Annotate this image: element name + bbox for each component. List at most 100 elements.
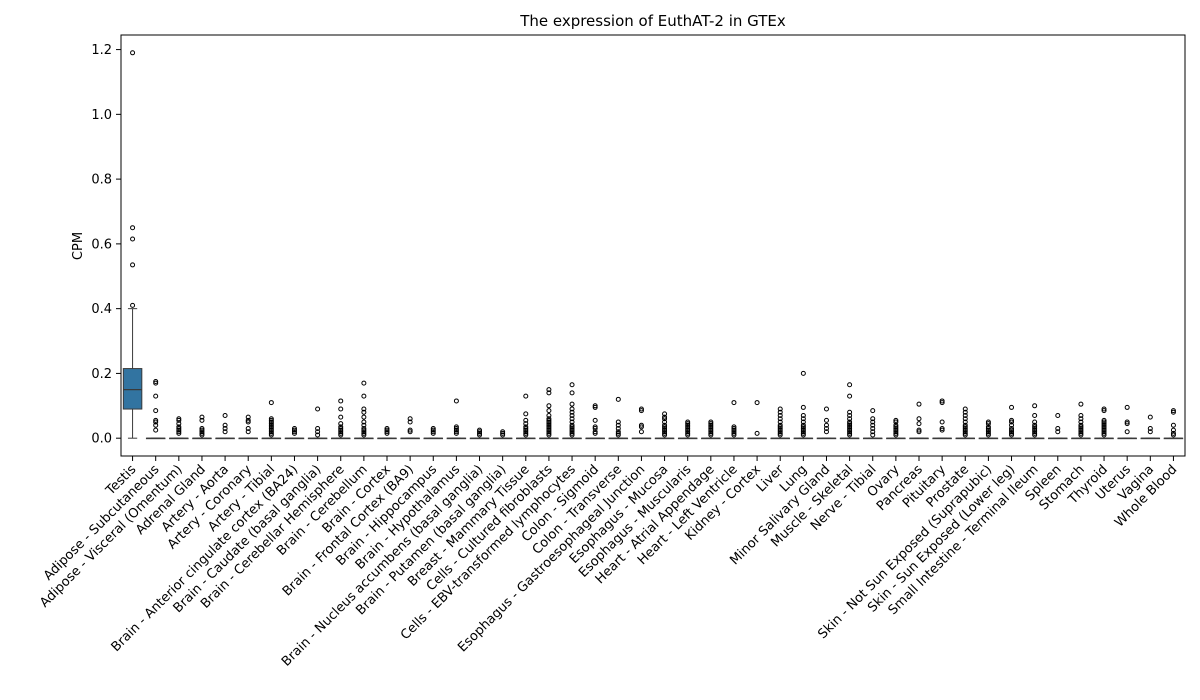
box-24 <box>677 419 698 440</box>
outlier-point <box>800 413 806 419</box>
outlier-point <box>291 425 297 431</box>
box-13 <box>423 425 444 440</box>
outlier-point <box>731 427 737 433</box>
outlier-point <box>731 432 737 438</box>
box-36 <box>955 406 976 440</box>
outlier-point <box>291 429 297 435</box>
outlier-point <box>962 425 968 431</box>
box-22 <box>631 406 652 440</box>
outlier-point <box>407 416 413 422</box>
outlier-point <box>546 387 552 393</box>
outlier-point <box>245 425 251 431</box>
y-tick-label: 1.0 <box>91 108 112 123</box>
outlier-point <box>847 422 853 428</box>
outlier-point <box>546 427 552 433</box>
box-12 <box>400 416 420 440</box>
outlier-point <box>823 417 829 423</box>
outlier-point <box>1032 403 1038 409</box>
outlier-point <box>1078 429 1084 435</box>
outlier-point <box>870 429 876 435</box>
y-axis-label: CPM <box>71 232 86 260</box>
outlier-point <box>685 427 691 433</box>
box-38 <box>1001 404 1022 440</box>
outlier-point <box>870 432 876 438</box>
outlier-point <box>962 409 968 415</box>
y-tick-label: 0.2 <box>91 367 112 382</box>
outlier-point <box>662 432 668 438</box>
outlier-point <box>962 427 968 433</box>
box-21 <box>608 396 629 440</box>
outlier-point <box>523 411 529 417</box>
outlier-point <box>592 430 598 436</box>
outlier-point <box>1009 429 1015 435</box>
outlier-point <box>546 432 552 438</box>
outlier-point <box>500 430 506 436</box>
outlier-point <box>153 393 159 399</box>
outlier-point <box>222 425 228 431</box>
outlier-point <box>1032 432 1038 438</box>
outlier-point <box>268 416 274 422</box>
outlier-point <box>985 421 991 427</box>
outlier-point <box>893 425 899 431</box>
outlier-point <box>592 424 598 430</box>
outlier-point <box>477 432 483 438</box>
outlier-point <box>268 424 274 430</box>
outlier-point <box>546 430 552 436</box>
outlier-point <box>1009 419 1015 425</box>
outlier-point <box>1078 424 1084 430</box>
outlier-point <box>407 427 413 433</box>
box-3 <box>192 414 212 440</box>
outlier-point <box>777 429 783 435</box>
outlier-point <box>384 430 390 436</box>
outlier-point <box>430 429 436 435</box>
outlier-point <box>847 430 853 436</box>
box-7 <box>284 425 305 440</box>
outlier-point <box>662 429 668 435</box>
outlier-point <box>847 393 853 399</box>
outlier-point <box>569 422 575 428</box>
outlier-point <box>1170 422 1176 428</box>
outlier-point <box>430 430 436 436</box>
outlier-point <box>268 419 274 425</box>
outlier-point <box>268 421 274 427</box>
outlier-point <box>361 380 367 386</box>
outlier-point <box>291 427 297 433</box>
outlier-point <box>1101 430 1107 436</box>
box-33 <box>886 417 906 440</box>
outlier-point <box>430 427 436 433</box>
outlier-point <box>685 424 691 430</box>
outlier-point <box>662 414 668 420</box>
outlier-point <box>291 430 297 436</box>
outlier-point <box>615 422 621 428</box>
outlier-point <box>268 432 274 438</box>
outlier-point <box>407 419 413 425</box>
outlier-point <box>662 424 668 430</box>
box-29 <box>793 370 814 440</box>
outlier-point <box>1124 404 1130 410</box>
outlier-point <box>546 403 552 409</box>
outlier-point <box>245 429 251 435</box>
outlier-point <box>1055 429 1061 435</box>
outlier-point <box>800 370 806 376</box>
outlier-point <box>477 429 483 435</box>
plot-area <box>122 50 1184 440</box>
box-44 <box>1140 414 1161 440</box>
outlier-point <box>569 424 575 430</box>
y-tick-label: 0.6 <box>91 237 112 252</box>
outlier-point <box>893 430 899 436</box>
outlier-point <box>1101 421 1107 427</box>
outlier-point <box>916 427 922 433</box>
outlier-point <box>1101 425 1107 431</box>
box-2 <box>169 416 189 440</box>
box-0 <box>122 50 143 439</box>
outlier-point <box>592 417 598 423</box>
outlier-point <box>615 419 621 425</box>
outlier-point <box>800 427 806 433</box>
outlier-point <box>592 404 598 410</box>
box-14 <box>446 398 467 440</box>
outlier-point <box>176 430 182 436</box>
outlier-point <box>685 429 691 435</box>
outlier-point <box>361 432 367 438</box>
outlier-point <box>176 416 182 422</box>
